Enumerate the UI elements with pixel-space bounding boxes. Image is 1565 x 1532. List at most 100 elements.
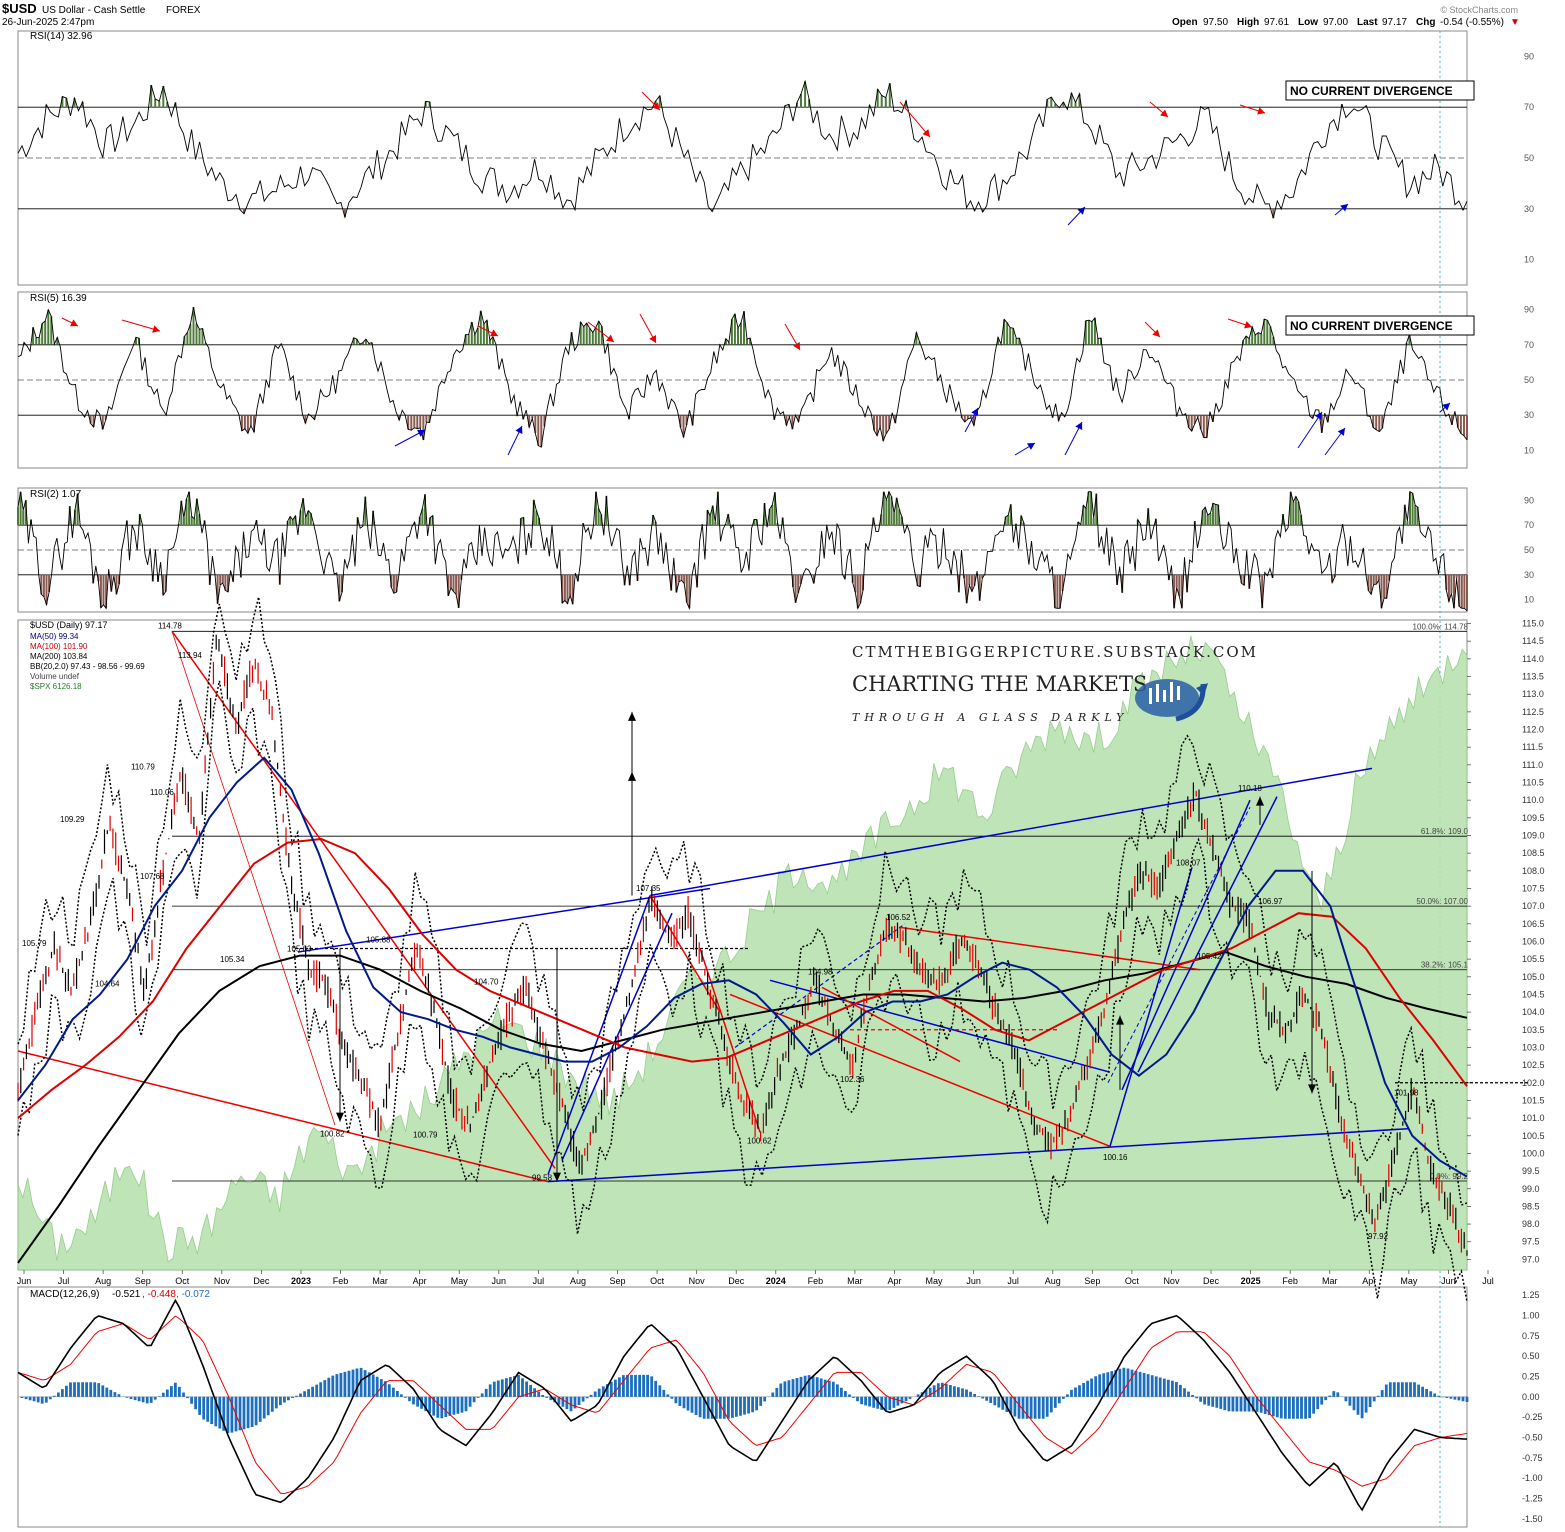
x-label: 2024 [766,1276,786,1286]
rsi5-oversold-fill [83,415,1468,448]
price-annotation: 105.34 [220,955,245,964]
open-label: Open [1172,17,1198,28]
bb-lower [17,680,1468,1302]
price-ytick-label: 100.0 [1522,1148,1545,1158]
rsi5-ytick: 70 [1524,340,1534,350]
rsi14-ytick: 50 [1524,153,1534,163]
rsi5-ytick: 90 [1524,305,1534,315]
legend-spx: $SPX 6126.18 [30,682,82,691]
rsi14-bear-div-arrow-head [1257,107,1265,115]
x-label: Sep [135,1276,151,1286]
x-label: Dec [253,1276,270,1286]
blue-trendline [547,895,651,1175]
price-ytick-label: 111.0 [1522,760,1543,770]
low-label: Low [1298,17,1318,28]
price-ytick-label: 114.0 [1522,654,1544,664]
rsi5-bull-div-arrow-head [417,429,425,437]
x-label: Mar [1322,1276,1338,1286]
price-annotation: 99.58 [532,1173,553,1182]
red-trendline [649,895,721,1013]
rsi5-bull-div-arrow-head [515,426,523,434]
price-ytick-label: 99.0 [1522,1184,1540,1194]
rsi5-panel: 10 30 50 70 90 [17,305,1534,456]
price-annotation: 105.42 [1197,952,1222,961]
macd-signal-line [17,1315,1468,1495]
price-ytick-label: 105.0 [1522,972,1545,982]
x-label: Aug [1045,1276,1061,1286]
rsi14-panel: 10 30 50 70 90 [17,51,1534,265]
x-label: 2025 [1241,1276,1261,1286]
price-ytick-label: 110.5 [1522,778,1544,788]
macd-line [17,1298,1468,1512]
x-label: Oct [175,1276,190,1286]
rsi5-divergence-note: NO CURRENT DIVERGENCE [1285,315,1475,336]
legend-ma50: MA(50) 99.34 [30,632,79,641]
price-annotation: 97.92 [1368,1232,1389,1241]
x-label: Mar [372,1276,388,1286]
rsi5-ytick: 10 [1524,445,1534,455]
rsi14-bull-div-arrow-head [1077,207,1085,215]
x-label: May [1400,1276,1418,1286]
x-label: Jun [17,1276,32,1286]
price-annotation: 113.94 [178,651,202,660]
rsi5-bear-div-arrow-head [606,334,614,342]
target-up-arrow-head [628,771,636,781]
rsi5-bear-div-arrow-head [1152,329,1160,337]
exchange: FOREX [166,5,201,16]
rsi2-line [17,490,1468,612]
macd-ytick: -0.50 [1522,1433,1543,1443]
price-annotation: 100.62 [747,1137,772,1146]
price-ytick-label: 102.0 [1522,1078,1545,1088]
rsi14-ytick: 10 [1524,255,1534,265]
blue-trendline [1109,867,1193,1147]
last-value: 97.17 [1382,17,1407,28]
price-ytick-label: 97.5 [1522,1237,1540,1247]
price-ytick-label: 113.0 [1522,689,1544,699]
price-annotation: 106.52 [886,913,911,922]
rsi2-panel: 10 30 50 70 90 [17,490,1534,612]
x-label: May [926,1276,944,1286]
price-ytick-label: 103.5 [1522,1025,1545,1035]
rsi14-ytick: 70 [1524,102,1534,112]
target-down-arrow-head [1308,1084,1316,1094]
price-annotation: 102.36 [840,1075,865,1084]
price-annotation: 100.82 [320,1129,345,1138]
price-annotation: 110.06 [150,788,174,797]
legend-ma100: MA(100) 101.90 [30,642,88,651]
x-label: Jun [492,1276,507,1286]
macd-ytick: 0.75 [1522,1331,1540,1341]
price-ytick-label: 101.5 [1522,1095,1545,1105]
x-label: Apr [413,1276,427,1286]
low-value: 97.00 [1323,17,1348,28]
macd-title: MACD(12,26,9) -0.521 , -0.448 , -0.072 [30,1289,210,1300]
blue-trendline [649,767,1373,897]
price-annotation: 106.97 [1258,897,1283,906]
chart-date: 26-Jun-2025 2:47pm [2,17,94,28]
rsi5-divergence-text: NO CURRENT DIVERGENCE [1290,319,1453,333]
rsi5-line [17,307,1468,448]
symbol: $USD [2,1,37,16]
x-label: Dec [728,1276,745,1286]
watermark: CTMTHEBIGGERPICTURE.SUBSTACK.COM CHARTIN… [852,643,1256,724]
ma50-line [17,756,1468,1178]
macd-ytick: 1.25 [1522,1290,1540,1300]
red-trendline [171,630,556,1169]
blue-trendline [1137,796,1278,1073]
price-annotation: 104.70 [474,977,499,986]
red-trendline [171,631,336,1126]
price-annotation: 104.98 [808,968,833,977]
rsi5-bear-div-arrow-head [649,335,656,343]
price-ytick-label: 109.5 [1522,813,1545,823]
price-ytick-label: 108.0 [1522,866,1545,876]
rsi2-ytick: 30 [1524,570,1534,580]
rsi2-ytick: 50 [1524,545,1534,555]
rsi5-title: RSI(5) 16.39 [30,293,87,304]
macd-ytick: -1.25 [1522,1494,1543,1504]
rsi14-divergence-note: NO CURRENT DIVERGENCE [1285,80,1475,101]
macd-hist-value: , -0.072 [176,1289,210,1300]
watermark-tagline: THROUGH A GLASS DARKLY [852,711,1128,724]
price-annotation: 107.35 [636,884,661,893]
rsi2-ytick: 70 [1524,520,1534,530]
rsi14-bull-div-arrow-head [1340,204,1348,212]
rsi14-oversold-fill [239,208,1464,219]
